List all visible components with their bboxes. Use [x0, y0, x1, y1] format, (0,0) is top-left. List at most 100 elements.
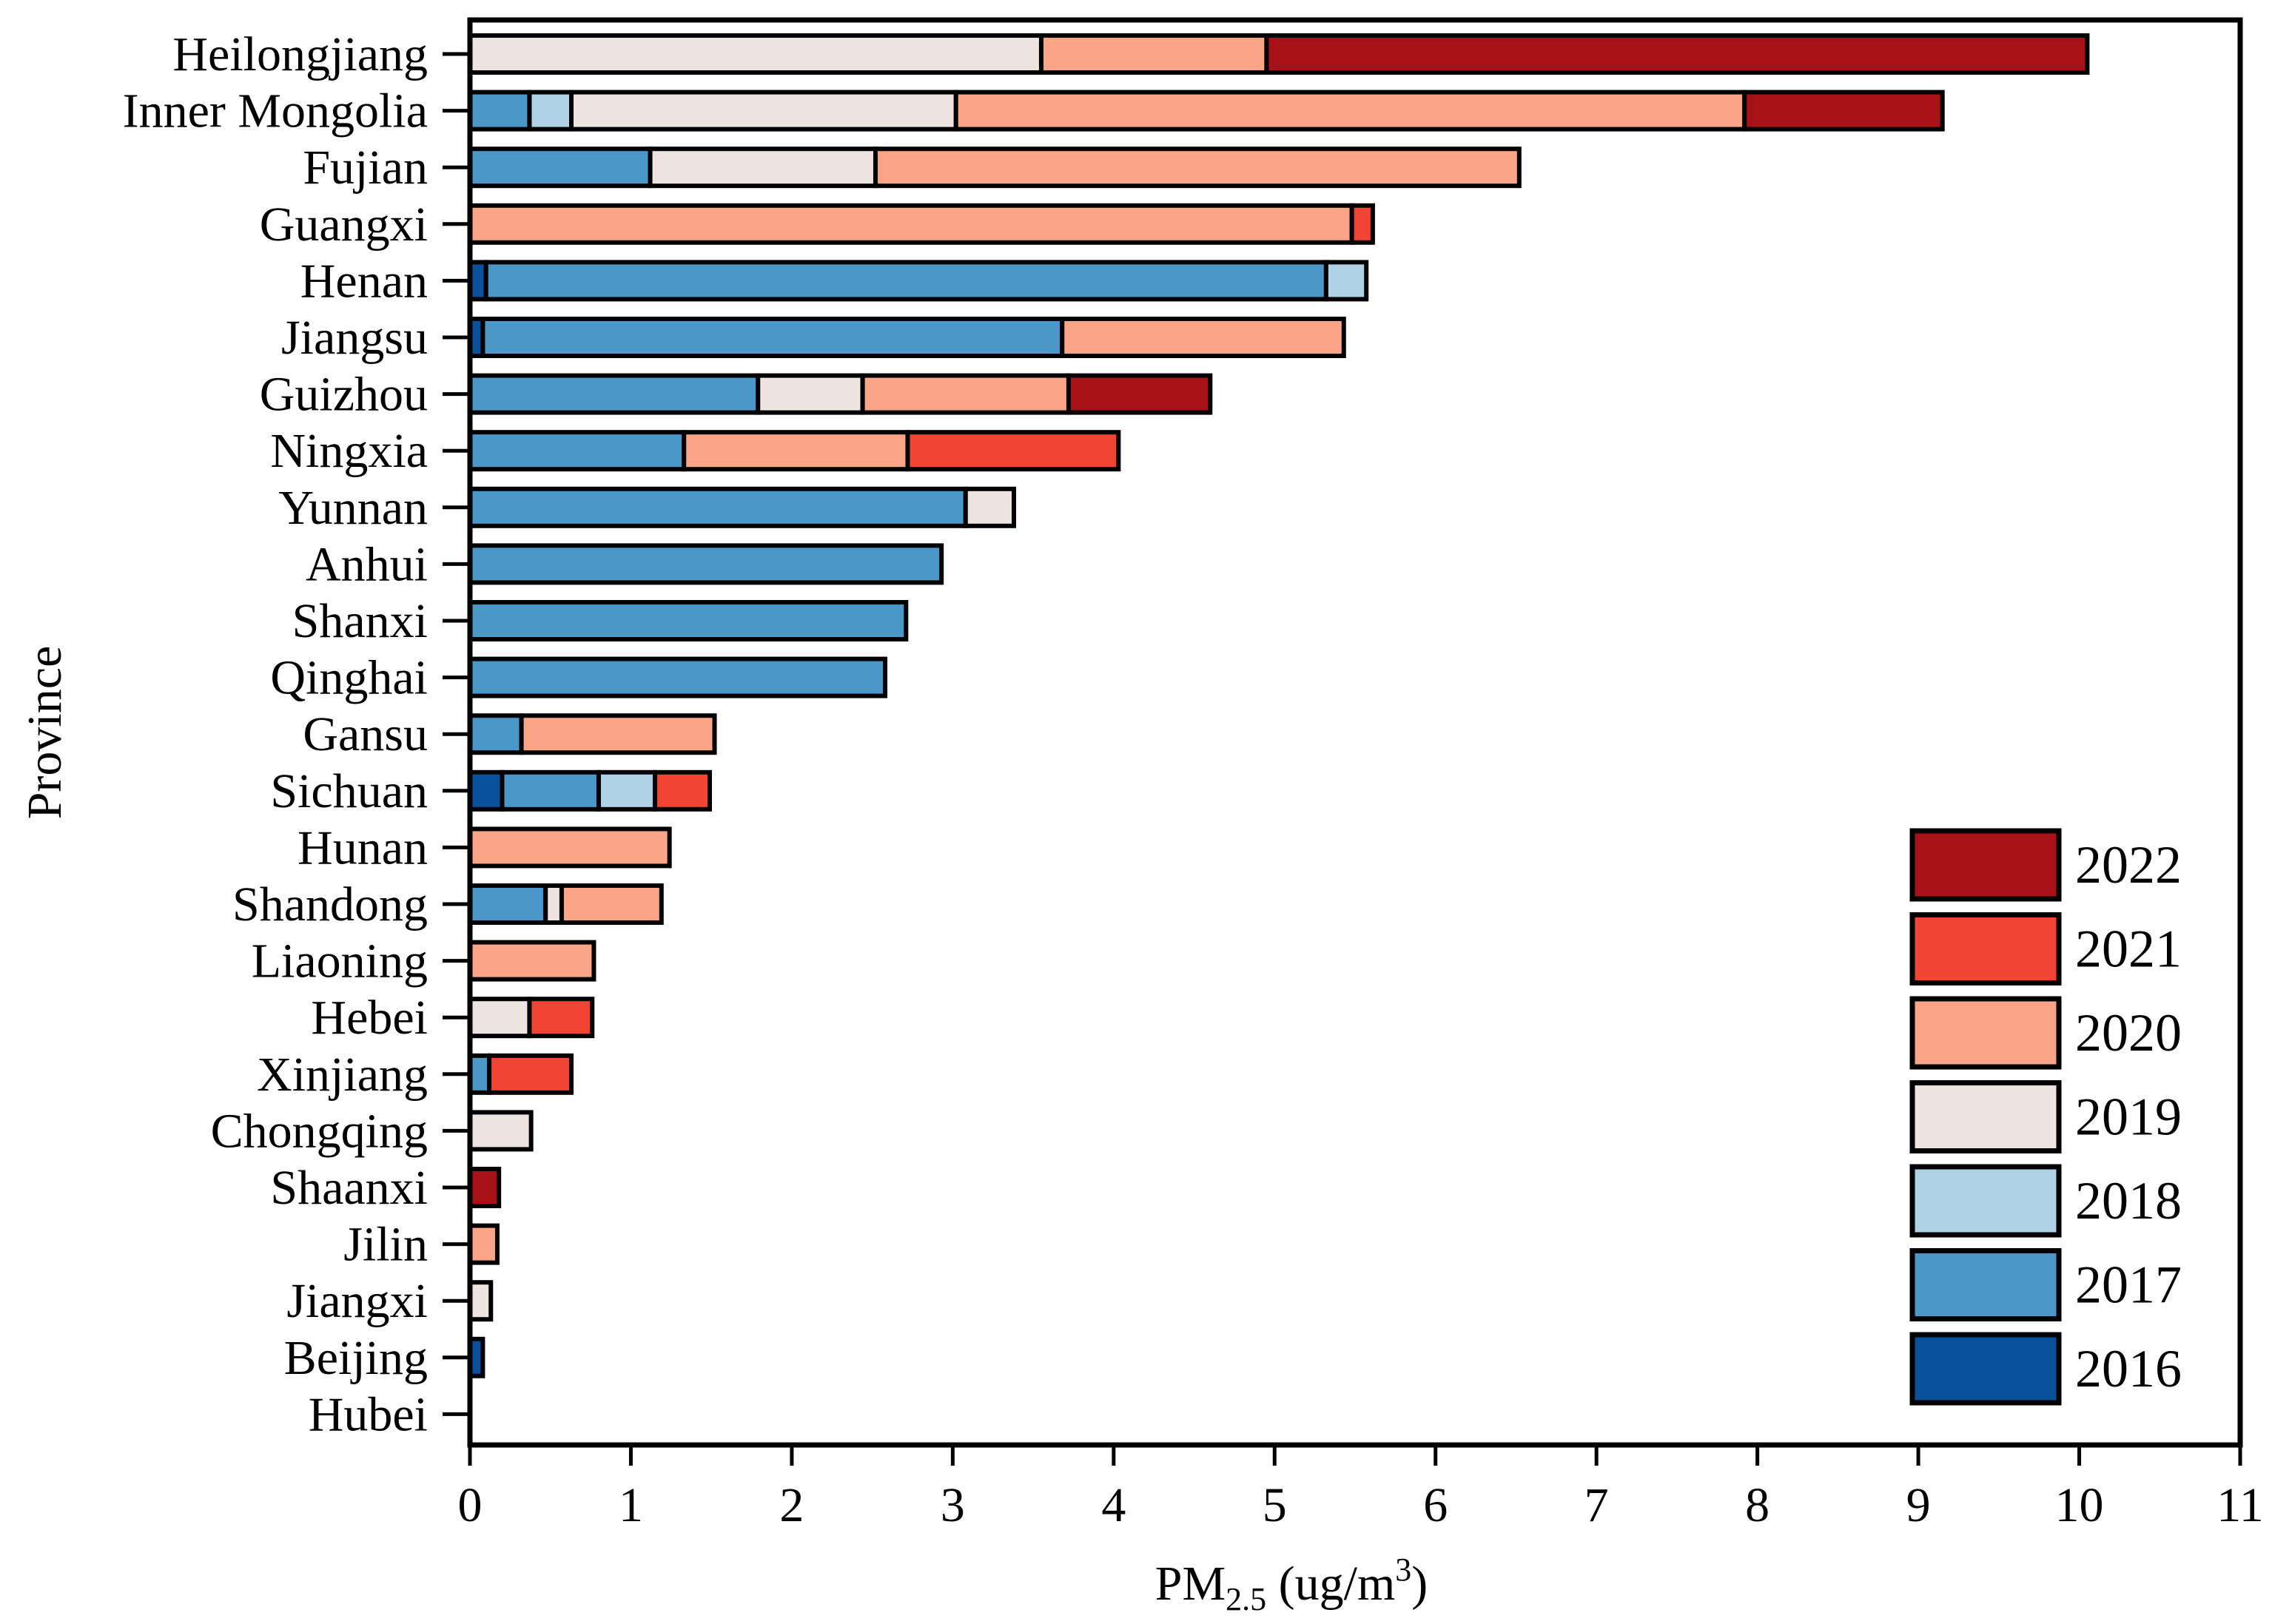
bar-heilongjiang-2020 [1038, 33, 1269, 75]
y-tick-label-gansu: Gansu [303, 707, 428, 761]
y-tick-label-liaoning: Liaoning [252, 934, 428, 988]
bar-guizhou-2022 [1066, 373, 1213, 415]
y-tick-label-jiangsu: Jiangsu [281, 311, 428, 365]
bar-yunnan-2019 [963, 486, 1016, 528]
bar-chongqing-2019 [468, 1110, 534, 1152]
bar-fujian-2019 [648, 146, 878, 189]
bar-qinghai-2017 [468, 656, 888, 698]
bar-shanxi-2017 [468, 600, 909, 641]
bar-sichuan-2016 [468, 769, 505, 812]
legend-swatch-2020 [1909, 996, 2062, 1070]
bar-xinjiang-2021 [487, 1053, 574, 1095]
x-axis-title: PM2.5 (ug/m3) [1155, 1551, 1428, 1617]
bar-inner-mongolia-2017 [468, 90, 532, 132]
y-tick-label-qinghai: Qinghai [270, 651, 428, 705]
y-tick-label-beijing: Beijing [284, 1331, 428, 1385]
bar-hebei-2019 [468, 997, 532, 1039]
bar-heilongjiang-2019 [468, 33, 1043, 75]
bar-jiangxi-2019 [468, 1280, 494, 1322]
legend: 2022 2021 2020 2019 2018 2017 2016 [1909, 828, 2182, 1406]
y-tick-label-ningxia: Ningxia [270, 424, 428, 478]
bar-anhui-2017 [468, 543, 944, 585]
y-tick-label-sichuan: Sichuan [270, 764, 428, 818]
x-axis-title-subscript: 2.5 [1226, 1581, 1266, 1617]
legend-label-2021: 2021 [2075, 920, 2182, 979]
bar-henan-2017 [483, 260, 1328, 302]
legend-swatch-2019 [1909, 1080, 2062, 1153]
y-tick-label-shandong: Shandong [232, 877, 428, 931]
legend-label-2019: 2019 [2075, 1088, 2182, 1147]
x-tick-label-1: 1 [619, 1478, 643, 1532]
y-tick-label-guangxi: Guangxi [260, 198, 428, 252]
y-tick-label-heilongjiang: Heilongjiang [172, 27, 428, 81]
legend-swatch-2017 [1909, 1248, 2062, 1321]
x-tick-label-6: 6 [1423, 1478, 1448, 1532]
bar-sichuan-2021 [653, 769, 713, 812]
bar-shandong-2020 [559, 883, 664, 925]
x-tick-label-5: 5 [1263, 1478, 1287, 1532]
y-tick-label-jilin: Jilin [343, 1218, 428, 1272]
x-tick-label-8: 8 [1745, 1478, 1769, 1532]
y-tick-label-jiangxi: Jiangxi [286, 1274, 428, 1328]
bar-liaoning-2020 [468, 940, 596, 982]
bar-sichuan-2018 [596, 769, 658, 812]
x-tick-label-3: 3 [941, 1478, 965, 1532]
y-tick-label-hubei: Hubei [309, 1387, 428, 1441]
legend-label-2016: 2016 [2075, 1339, 2182, 1398]
legend-swatch-2018 [1909, 1164, 2062, 1238]
bar-hunan-2020 [468, 826, 672, 869]
y-tick-label-hunan: Hunan [298, 821, 428, 875]
bar-shandong-2019 [543, 883, 564, 925]
bar-fujian-2020 [873, 146, 1522, 189]
y-tick-label-henan: Henan [300, 254, 428, 308]
bar-inner-mongolia-2022 [1742, 90, 1945, 132]
x-tick-label-10: 10 [2055, 1478, 2104, 1532]
bar-ningxia-2020 [682, 430, 910, 472]
y-tick-label-chongqing: Chongqing [211, 1104, 428, 1158]
bar-henan-2018 [1323, 260, 1369, 302]
bar-xinjiang-2017 [468, 1053, 492, 1095]
x-axis-title-units-superscript: 3 [1395, 1551, 1411, 1588]
bar-guizhou-2017 [468, 373, 761, 415]
bar-ningxia-2017 [468, 430, 687, 472]
bar-gansu-2020 [519, 713, 717, 755]
x-axis-title-units-prefix: (ug/m [1266, 1557, 1395, 1611]
legend-swatch-2022 [1909, 828, 2062, 902]
y-tick-label-inner-mongolia: Inner Mongolia [123, 84, 428, 138]
x-tick-label-9: 9 [1906, 1478, 1931, 1532]
bar-heilongjiang-2022 [1264, 33, 2090, 75]
y-tick-label-fujian: Fujian [303, 141, 428, 195]
y-tick-label-guizhou: Guizhou [260, 368, 428, 422]
x-axis: 0 1 2 3 4 5 6 7 8 9 10 11 [458, 1445, 2264, 1532]
bar-jilin-2020 [468, 1223, 500, 1265]
y-tick-label-shaanxi: Shaanxi [270, 1161, 428, 1215]
bar-yunnan-2017 [468, 486, 968, 528]
x-tick-label-4: 4 [1101, 1478, 1126, 1532]
y-axis-title: Province [18, 646, 72, 820]
bar-fujian-2017 [468, 146, 653, 189]
bar-inner-mongolia-2018 [527, 90, 574, 132]
y-tick-label-yunnan: Yunnan [278, 481, 428, 535]
bar-shaanxi-2022 [468, 1167, 502, 1208]
legend-label-2022: 2022 [2075, 835, 2182, 894]
bar-guizhou-2019 [756, 373, 865, 415]
bar-guangxi-2020 [468, 203, 1354, 245]
bar-hebei-2021 [527, 997, 595, 1039]
y-tick-label-xinjiang: Xinjiang [257, 1048, 428, 1102]
bar-jiangsu-2020 [1060, 317, 1346, 358]
x-axis-title-main: PM [1155, 1557, 1226, 1611]
x-axis-title-units-suffix: ) [1411, 1557, 1428, 1611]
bar-guangxi-2021 [1349, 203, 1375, 245]
legend-swatch-2021 [1909, 912, 2062, 985]
legend-label-2017: 2017 [2075, 1256, 2182, 1315]
x-tick-label-2: 2 [779, 1478, 804, 1532]
y-tick-label-hebei: Hebei [311, 991, 428, 1045]
bar-inner-mongolia-2020 [953, 90, 1747, 132]
bar-guizhou-2020 [860, 373, 1071, 415]
bar-jiangsu-2017 [480, 317, 1065, 358]
bar-sichuan-2017 [500, 769, 601, 812]
y-tick-label-shanxi: Shanxi [292, 594, 428, 648]
